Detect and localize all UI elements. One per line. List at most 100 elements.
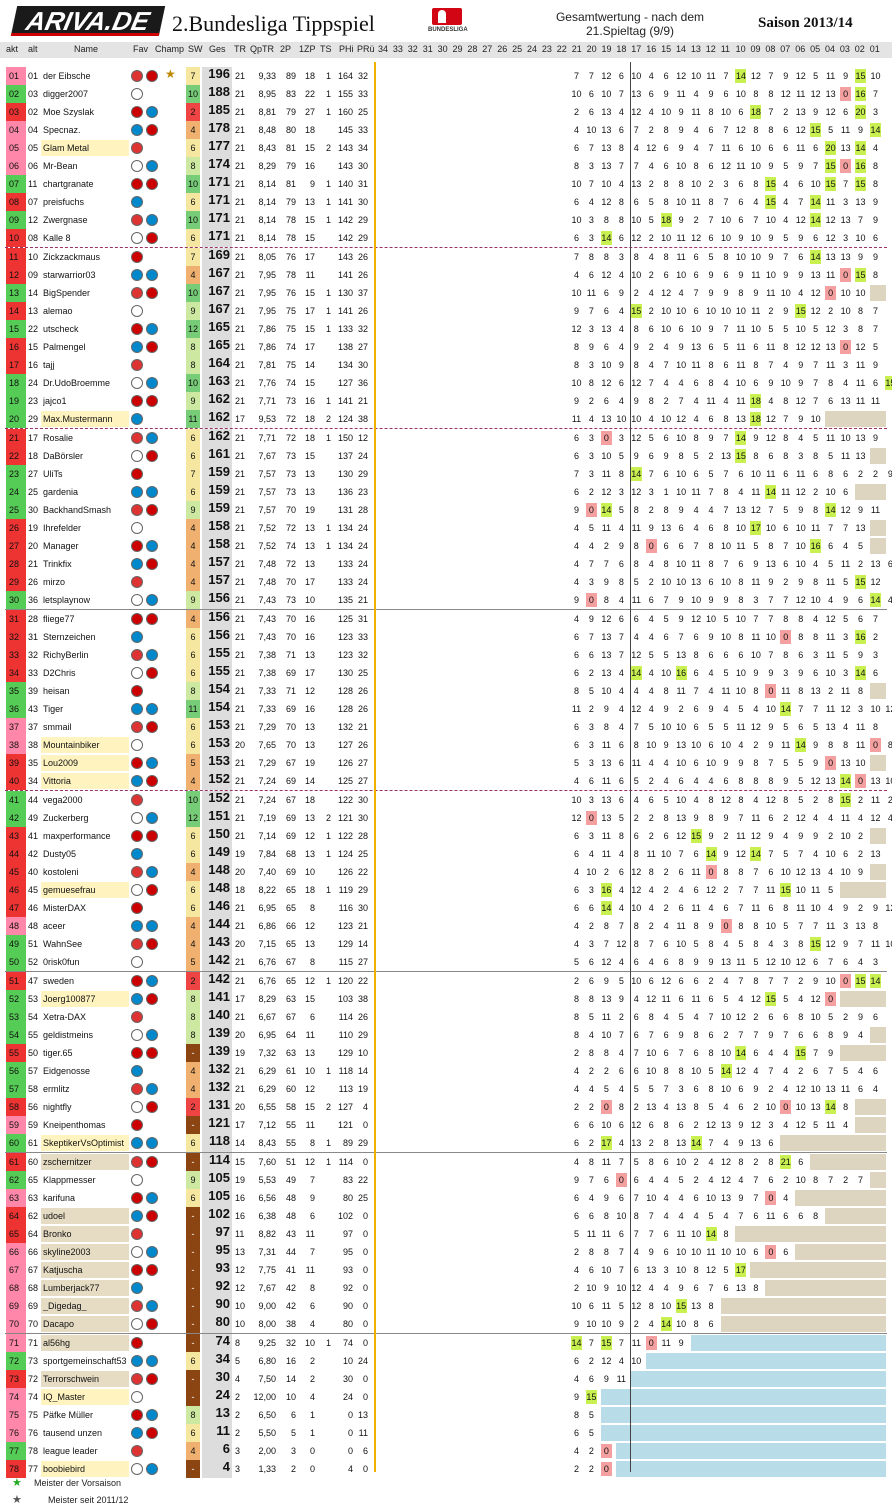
table-row[interactable]: 74 74 IQ_Master -24 2 12,00 10 4 24 0 9 15 bbox=[0, 1388, 892, 1406]
table-row[interactable]: 01 01 der Eibsche ★ 7 196 21 9,33 89 18 1 164 32 7 7 12… bbox=[0, 67, 892, 85]
table-row[interactable]: 35 39 heisan 8 154 21 7,33 71 12 128 26 8 5 10 4 4 4 8 11 7… bbox=[0, 682, 892, 700]
table-row[interactable]: 18 24 Dr.UdoBroemme 10 163 21 7,76 74 15 127 36 10 8… bbox=[0, 374, 892, 392]
table-row[interactable]: 31 28 fliege77 4 156 21 7,43 70 16 125 31 4 9 12 6 6 4 5 9… bbox=[0, 610, 892, 628]
table-row[interactable]: 45 40 kostoleni 4 148 20 7,40 69 10 126 22 4 10 2 6 12 8… bbox=[0, 863, 892, 881]
table-row[interactable]: 52 53 Joerg100877 8 141 17 8,29 63 15 103 38 8 8 13 9 4… bbox=[0, 990, 892, 1008]
matchday-point-cell: 12 bbox=[631, 433, 642, 443]
table-row[interactable]: 20 29 Max.Mustermann 11 162 17 9,53 72 18 2 124 38 1… bbox=[0, 410, 892, 428]
table-row[interactable]: 61 60 zschernitzer -114 15 7,60 51 12 1 114 0 4 8 11 7… bbox=[0, 1153, 892, 1171]
table-row[interactable]: 37 37 smmail 6 153 21 7,29 70 13 132 21 6 3 8 4 7 5 10 10 6… bbox=[0, 718, 892, 736]
table-row[interactable]: 59 59 Kneipenthomas -121 17 7,12 55 11 121 0 6 6 10 6… bbox=[0, 1116, 892, 1134]
table-row[interactable]: 43 41 maxperformance 6 150 21 7,14 69 12 1 122 28 6 3… bbox=[0, 827, 892, 845]
table-row[interactable]: 62 65 Klappmesser 9 105 19 5,53 49 7 83 22 9 7 6 0 6 4 4 5… bbox=[0, 1171, 892, 1189]
table-row[interactable]: 21 17 Rosalie 6 162 21 7,71 72 18 1 150 12 6 3 0 3 12 5 6 1… bbox=[0, 429, 892, 447]
table-row[interactable]: 26 19 Ihrefelder 4 158 21 7,52 72 13 1 134 24 4 5 11 4 1… bbox=[0, 519, 892, 537]
table-row[interactable]: 30 36 letsplaynow 9 156 21 7,43 73 10 135 21 9 0 8 4 11… bbox=[0, 591, 892, 609]
table-row[interactable]: 24 25 gardenia 6 159 21 7,57 73 13 136 23 6 2 12 3 12 3 1… bbox=[0, 483, 892, 501]
table-row[interactable]: 66 66 skyline2003-95 13 7,31 44 7 95 0 2 8 8 7 4 9 6 10 1… bbox=[0, 1243, 892, 1261]
table-row[interactable]: 04 04 Specnaz. 4 178 21 8,48 80 18 145 33 4 10 13 6 7 2 8… bbox=[0, 121, 892, 139]
table-row[interactable]: 29 26 mirzo 4 157 21 7,48 70 17 133 24 4 3 9 8 5 2 10 10 13… bbox=[0, 573, 892, 591]
table-row[interactable]: 49 51 WahnSee 4 143 20 7,15 65 13 129 14 4 3 7 12 8 7 6 10… bbox=[0, 935, 892, 953]
one-point-count: 13 bbox=[304, 541, 315, 551]
table-row[interactable]: 15 22 utscheck 12 165 21 7,86 75 15 1 133 32 12 3 13 4 8… bbox=[0, 320, 892, 338]
table-row[interactable]: 32 31 Sternzeichen 6 156 21 7,43 70 16 123 33 6 7 13 7… bbox=[0, 628, 892, 646]
table-row[interactable]: 47 46 MisterDAX 6 146 21 6,95 65 8 116 30 6 6 14 4 10 4 2… bbox=[0, 899, 892, 917]
table-row[interactable]: 33 32 RichyBerlin 6 155 21 7,38 71 13 123 32 6 6 13 7 1… bbox=[0, 646, 892, 664]
matchday-point-cell: 5 bbox=[753, 541, 759, 551]
table-row[interactable]: 69 69 _Digedag_ -90 10 9,00 42 6 90 0 10 6 11 5 12 8 10 1… bbox=[0, 1297, 892, 1315]
table-row[interactable]: 72 73 sportgemeinschaft53 6 34 5 6,80 16 2 10 24 6 2… bbox=[0, 1352, 892, 1370]
table-row[interactable]: 56 57 Eidgenosse 4 132 21 6,29 61 10 1 118 14 4 2 2 6 6 1… bbox=[0, 1062, 892, 1080]
matchday-point-cell: 7 bbox=[828, 523, 834, 533]
table-row[interactable]: 36 43 Tiger 11 154 21 7,33 69 16 128 26 11 2 9 4 12 4 9 2 6… bbox=[0, 700, 892, 718]
matchday-point-cell: 11 bbox=[736, 360, 746, 370]
table-row[interactable]: 64 62 udoel -102 16 6,38 48 6 102 0 6 6 8 10 8 7 4 4 4 5 4 7 6… bbox=[0, 1207, 892, 1225]
matchday-point-cell: 4 bbox=[843, 1120, 849, 1130]
matchday-point-cell: 9 bbox=[783, 270, 789, 280]
table-row[interactable]: 22 18 DaBörsler 6 161 21 7,67 73 15 137 24 6 3 10 5 9 6 9… bbox=[0, 447, 892, 465]
table-row[interactable]: 38 38 Mountainbiker 6 153 20 7,65 70 13 127 26 6 3 11… bbox=[0, 736, 892, 754]
table-row[interactable]: 34 33 D2Chris 6 155 21 7,38 69 17 130 25 6 2 13 4 14 4 10… bbox=[0, 664, 892, 682]
table-row[interactable]: 10 08 Kalle 8 6 171 21 8,14 78 15 142 29 6 3 14 6 12 2 10… bbox=[0, 229, 892, 247]
rank-previous: 04 bbox=[28, 125, 39, 135]
table-row[interactable]: 05 05 Glam Metal 6 177 21 8,43 81 15 2 143 34 6 7 13 8 4… bbox=[0, 139, 892, 157]
favorite-club-icon bbox=[131, 178, 143, 190]
table-row[interactable]: 68 68 Lumberjack77-92 12 7,67 42 8 92 0 2 10 9 10 12 4… bbox=[0, 1279, 892, 1297]
table-row[interactable]: 48 48 aceer 4 144 21 6,86 66 12 123 21 4 2 8 7 8 2 4 11 8 9 0… bbox=[0, 917, 892, 935]
table-row[interactable]: 67 67 Katjuscha -93 12 7,75 41 11 93 0 4 6 10 7 6 13 3 10… bbox=[0, 1261, 892, 1279]
ariva-logo[interactable]: ARIVA.DE bbox=[10, 6, 166, 36]
table-row[interactable]: 54 55 geldistmeins 8 139 20 6,95 64 11 110 29 8 4 10 7… bbox=[0, 1026, 892, 1044]
rank-previous: 27 bbox=[28, 469, 39, 479]
matchday-point-cell: 8 bbox=[738, 776, 744, 786]
table-row[interactable]: 08 07 preisfuchs 6 171 21 8,14 79 13 1 141 30 6 4 12 8 6… bbox=[0, 193, 892, 211]
table-row[interactable]: 39 35 Lou2009 5 153 21 7,29 67 19 126 27 5 3 13 6 11 4 4 1… bbox=[0, 754, 892, 772]
table-row[interactable]: 12 09 starwarrior03 4 167 21 7,95 78 11 141 26 4 6 12… bbox=[0, 266, 892, 284]
table-row[interactable]: 03 02 Moe Szyslak 2 185 21 8,81 79 27 1 160 25 2 6 13 4… bbox=[0, 103, 892, 121]
matchday-point-cell: 12 bbox=[765, 795, 776, 805]
table-row[interactable]: 13 14 BigSpender 10 167 21 7,95 76 15 1 130 37 10 11 6… bbox=[0, 284, 892, 302]
table-row[interactable]: 78 77 boobiebird -4 3 1,33 2 0 4 0 2 2 0 bbox=[0, 1460, 892, 1478]
matchday-point-cell: 10 bbox=[720, 1247, 731, 1257]
table-row[interactable]: 41 44 vega2000 10 152 21 7,24 67 18 122 30 10 3 13 6 4 6… bbox=[0, 791, 892, 809]
table-row[interactable]: 07 11 chartgranate 10 171 21 8,14 81 9 1 140 31 10 7 1… bbox=[0, 175, 892, 193]
table-row[interactable]: 57 58 ermlitz 4 132 21 6,29 60 12 113 19 4 4 5 4 5 5 7 3 6 8… bbox=[0, 1080, 892, 1098]
matchday-point-cell: 4 bbox=[618, 1048, 624, 1058]
table-row[interactable]: 60 61 SkeptikerVsOptimist 6 118 14 8,43 55 8 1 89 2… bbox=[0, 1134, 892, 1152]
table-row[interactable]: 63 63 karifuna 6 105 16 6,56 48 9 80 25 6 4 9 6 7 10 4 4 6 1… bbox=[0, 1189, 892, 1207]
table-row[interactable]: 06 06 Mr-Bean 8 174 21 8,29 79 16 143 30 8 3 13 7 7 4 6 10… bbox=[0, 157, 892, 175]
table-row[interactable]: 17 16 tajj 8 164 21 7,81 75 14 134 30 8 3 10 9 8 4 7 10 11 8… bbox=[0, 356, 892, 374]
table-row[interactable]: 40 34 Vittoria 4 152 21 7,24 69 14 125 27 4 6 11 6 5 2 4 6… bbox=[0, 772, 892, 790]
table-row[interactable]: 53 54 Xetra-DAX 8 140 21 6,67 67 6 114 26 8 5 11 2 6 8 4 5… bbox=[0, 1008, 892, 1026]
table-row[interactable]: 70 70 Dacapo -80 10 8,00 38 4 80 0 9 10 10 9 2 4 14 10 8 6 bbox=[0, 1315, 892, 1333]
table-row[interactable]: 42 49 Zuckerberg 12 151 21 7,19 69 13 2 121 30 12 0 13… bbox=[0, 809, 892, 827]
table-row[interactable]: 51 47 sweden 2 142 21 6,76 65 12 1 120 22 2 6 9 5 10 6 12 6… bbox=[0, 972, 892, 990]
table-row[interactable]: 50 52 0risk0fun 5 142 21 6,76 67 8 115 27 5 6 12 4 6 4 6 8… bbox=[0, 953, 892, 971]
matchday-point-cell: 8 bbox=[738, 595, 744, 605]
table-row[interactable]: 71 71 al56hg -74 8 9,25 32 10 1 74 0 14 7 15 7 11 0 11 9 bbox=[0, 1334, 892, 1352]
matchday-point-cell: 7 bbox=[843, 523, 849, 533]
table-row[interactable]: 55 50 tiger.65-139 19 7,32 63 13 129 10 2 8 8 4 7 10 6 7… bbox=[0, 1044, 892, 1062]
table-row[interactable]: 75 75 Päfke Müller 8 13 2 6,50 6 1 0 13 8 5 bbox=[0, 1406, 892, 1424]
table-row[interactable]: 73 72 Terrorschwein -30 4 7,50 14 2 30 0 4 6 9 11 bbox=[0, 1370, 892, 1388]
matchday-point-cell: 14 bbox=[795, 738, 807, 752]
table-row[interactable]: 77 78 league leader 4 6 3 2,00 3 0 0 6 4 2 0 bbox=[0, 1442, 892, 1460]
table-row[interactable]: 58 56 nightfly 2 131 20 6,55 58 15 2 127 4 2 2 0 8 2 13 4 1… bbox=[0, 1098, 892, 1116]
table-row[interactable]: 65 64 Bronko -97 11 8,82 43 11 97 0 5 11 11 6 7 7 6 11 10 1… bbox=[0, 1225, 892, 1243]
player-name: league leader bbox=[43, 1446, 98, 1456]
table-row[interactable]: 28 21 Trinkfix 4 157 21 7,48 72 13 133 24 4 7 7 6 8 4 8 10… bbox=[0, 555, 892, 573]
table-row[interactable]: 25 30 BackhandSmash 9 159 21 7,57 70 19 131 28 9 0 14… bbox=[0, 501, 892, 519]
table-row[interactable]: 27 20 Manager 4 158 21 7,52 74 13 1 134 24 4 4 2 9 8 0 6 6 7… bbox=[0, 537, 892, 555]
table-row[interactable]: 09 12 Zwergnase 10 171 21 8,14 78 15 1 142 29 10 3 8 8 1… bbox=[0, 211, 892, 229]
table-row[interactable]: 23 27 UliTs 7 159 21 7,57 73 13 130 29 7 3 11 8 14 7 6 10 6… bbox=[0, 465, 892, 483]
matchday-point-cell: 4 bbox=[858, 1030, 864, 1040]
table-row[interactable]: 76 76 tausend unzen 6 11 2 5,50 5 1 0 11 6 5 bbox=[0, 1424, 892, 1442]
avg-per-matchday: 7,86 bbox=[258, 342, 276, 352]
matchday-points: 4 5 11 4 11 9 13 6 4 6 8 10 17 10 6 10 11 7 7 13 bbox=[571, 519, 886, 537]
table-row[interactable]: 44 42 Dusty05 6 149 19 7,84 68 13 1 124 25 6 4 11 4 8 11 1… bbox=[0, 845, 892, 863]
table-row[interactable]: 16 15 Palmengel 8 165 21 7,86 74 17 138 27 8 9 6 4 9 2 4 9… bbox=[0, 338, 892, 356]
table-row[interactable]: 14 13 alemao 9 167 21 7,95 75 17 1 141 26 9 7 6 4 15 2 10 1… bbox=[0, 302, 892, 320]
table-row[interactable]: 46 45 gemuesefrau 6 148 18 8,22 65 18 1 119 29 6 3 16 4… bbox=[0, 881, 892, 899]
table-row[interactable]: 11 10 Zickzackmaus 7 169 21 8,05 76 17 143 26 7 8 8 3 8… bbox=[0, 248, 892, 266]
table-row[interactable]: 19 23 jajco1 9 162 21 7,71 73 16 1 141 21 9 2 6 4 9 8 2 7 4 1… bbox=[0, 392, 892, 410]
table-row[interactable]: 02 03 digger2007 10 188 21 8,95 83 22 1 155 33 10 6 10… bbox=[0, 85, 892, 103]
